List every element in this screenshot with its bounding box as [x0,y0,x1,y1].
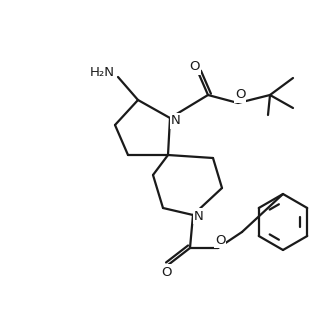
Text: O: O [235,88,245,102]
Text: O: O [190,60,200,74]
Text: H₂N: H₂N [89,67,115,80]
Text: O: O [215,234,225,247]
Text: N: N [171,115,181,127]
Text: O: O [161,266,171,279]
Text: N: N [194,210,204,222]
